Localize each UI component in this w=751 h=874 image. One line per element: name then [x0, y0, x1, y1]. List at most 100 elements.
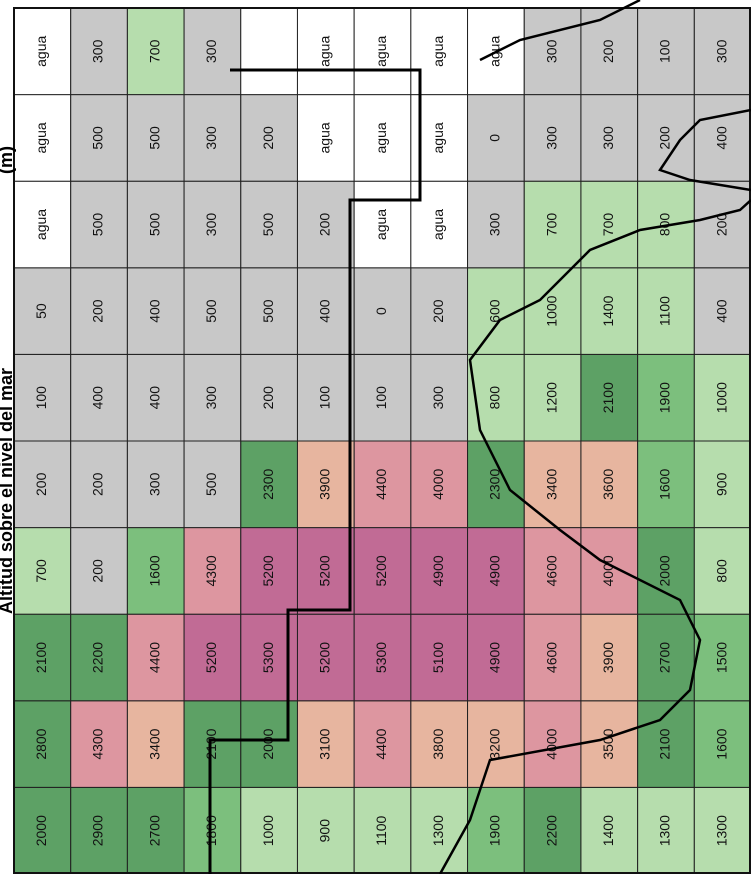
altitude-value: 2100 — [657, 728, 673, 759]
altitude-value: 300 — [146, 472, 162, 496]
altitude-value: 300 — [713, 39, 729, 63]
grid-cell — [467, 527, 525, 615]
altitude-value: 200 — [90, 472, 106, 496]
altitude-value: 50 — [33, 303, 49, 319]
grid-cell — [126, 353, 185, 442]
altitude-value: 500 — [260, 213, 276, 237]
grid-cell — [240, 440, 298, 529]
altitude-value: 4000 — [543, 728, 559, 759]
altitude-value: 300 — [203, 39, 219, 63]
grid-cell — [70, 700, 128, 788]
coastline — [438, 0, 751, 874]
grid-cell — [296, 7, 355, 96]
altitude-value: 900 — [317, 819, 333, 843]
grid-cell — [126, 527, 185, 615]
grid-cell — [467, 180, 525, 269]
grid-cell — [467, 94, 525, 182]
altitude-value: 2800 — [33, 728, 49, 759]
altitude-value: 1600 — [146, 555, 162, 586]
altitude-value: 700 — [600, 213, 616, 237]
grid-cell — [353, 786, 412, 874]
altitude-value: 400 — [713, 299, 729, 323]
altitude-value: 3900 — [600, 642, 616, 673]
water-label: agua — [430, 122, 446, 153]
grid-cell — [240, 267, 298, 355]
grid-cell — [410, 527, 469, 615]
grid-cell — [126, 700, 185, 788]
altitude-value: 1900 — [487, 815, 503, 846]
altitude-value: 200 — [260, 126, 276, 150]
water-label: agua — [373, 209, 389, 240]
altitude-value: 4900 — [430, 555, 446, 586]
altitude-value: 5200 — [373, 555, 389, 586]
altitude-value: 200 — [657, 126, 673, 150]
grid-cell — [296, 94, 355, 182]
altitude-value: 200 — [33, 472, 49, 496]
altitude-value: 4900 — [487, 642, 503, 673]
altitude-value: 1500 — [713, 642, 729, 673]
altitude-value: 4400 — [373, 728, 389, 759]
grid-cell — [693, 94, 751, 182]
altitude-value: 4300 — [90, 728, 106, 759]
water-label: agua — [430, 209, 446, 240]
altitude-value: 300 — [430, 386, 446, 410]
water-label: agua — [317, 122, 333, 153]
grid-cell — [523, 527, 582, 615]
altitude-value: 500 — [203, 299, 219, 323]
altitude-value: 1200 — [543, 382, 559, 413]
grid-cell — [296, 527, 355, 615]
grid-cell — [580, 180, 639, 269]
grid-cell — [240, 7, 298, 96]
altitude-value: 4400 — [146, 642, 162, 673]
altitude-value: 1300 — [657, 815, 673, 846]
altitude-value: 3400 — [543, 469, 559, 500]
altitude-value: 5200 — [203, 642, 219, 673]
grid-cell — [353, 700, 412, 788]
grid-cell — [70, 527, 128, 615]
grid-cell — [13, 527, 72, 615]
grid-cell — [467, 353, 525, 442]
grid-cell — [467, 700, 525, 788]
altitude-value: 1400 — [600, 295, 616, 326]
grid-cell — [296, 180, 355, 269]
map-unit-text: (m) — [0, 146, 16, 174]
altitude-value: 1100 — [373, 815, 389, 845]
altitude-value: 500 — [146, 126, 162, 150]
grid-cell — [410, 440, 469, 529]
altitude-value: 5300 — [260, 642, 276, 673]
altitude-value: 300 — [90, 39, 106, 63]
altitude-value: 2200 — [90, 642, 106, 673]
altitude-value: 3900 — [317, 469, 333, 500]
altitude-value: 2700 — [657, 642, 673, 673]
altitude-value: 1400 — [600, 815, 616, 846]
altitude-value: 4000 — [430, 469, 446, 500]
grid-cell — [240, 527, 298, 615]
map-title-text: Altitud sobre el nivel del mar — [0, 367, 16, 614]
grid-cell — [353, 7, 412, 96]
altitude-value: 700 — [543, 213, 559, 237]
map-border — [13, 7, 751, 874]
grid-cell — [70, 180, 128, 269]
altitude-value: 200 — [90, 559, 106, 583]
altitude-value: 300 — [487, 213, 503, 237]
altitude-value: 5300 — [373, 642, 389, 673]
altitude-value: 400 — [317, 299, 333, 323]
grid-cell — [637, 7, 695, 96]
grid-cell — [13, 353, 72, 442]
altitude-value: 900 — [713, 472, 729, 496]
grid-cell — [523, 786, 582, 874]
altitude-value: 300 — [203, 213, 219, 237]
altitude-value: 800 — [713, 559, 729, 583]
altitude-value: 1900 — [657, 382, 673, 413]
grid-cell — [353, 353, 412, 442]
altitude-value: 3200 — [487, 728, 503, 759]
water-label: agua — [487, 36, 503, 67]
grid-cell — [523, 440, 582, 529]
grid-cell — [13, 267, 72, 355]
grid-cell — [296, 440, 355, 529]
grid-cell — [353, 267, 412, 355]
grid-cell — [353, 527, 412, 615]
altitude-value: 500 — [203, 472, 219, 496]
altitude-value: 3600 — [600, 469, 616, 500]
